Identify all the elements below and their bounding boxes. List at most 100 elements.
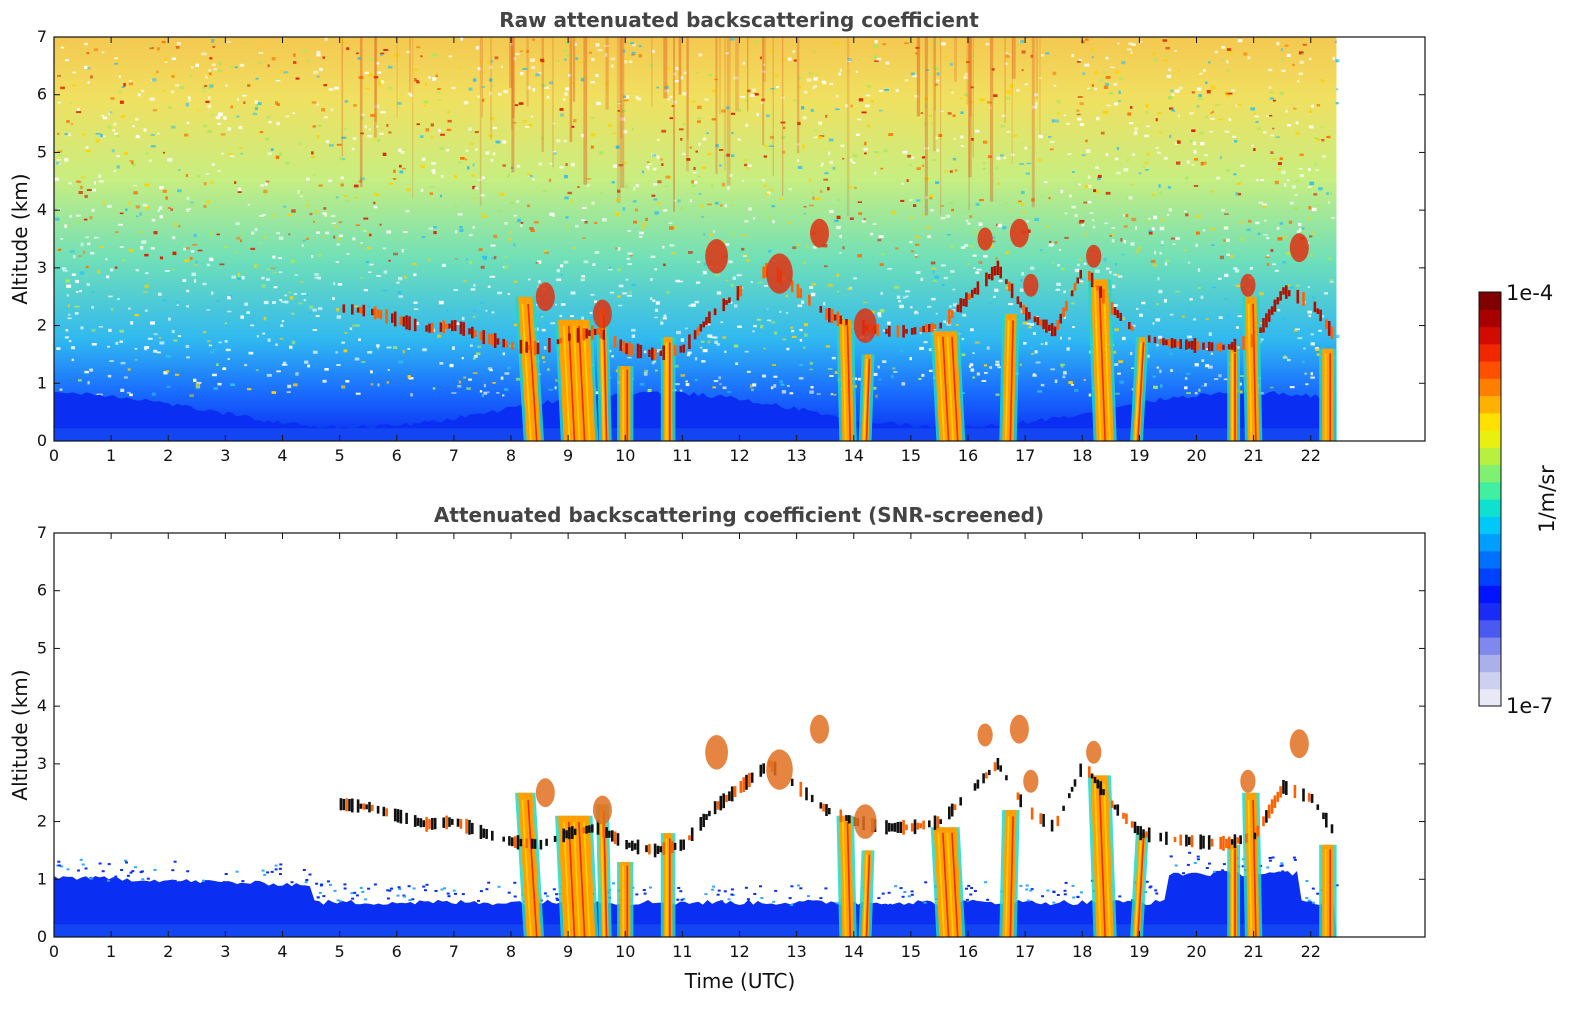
x-tick-label: 8	[506, 942, 516, 961]
noise-pixel	[1269, 91, 1273, 94]
noise-pixel	[1321, 139, 1325, 142]
y-axis-label-screened: Altitude (km)	[8, 669, 32, 800]
noise-pixel	[1218, 316, 1223, 319]
noise-pixel	[1045, 52, 1050, 55]
noise-pixel	[179, 86, 185, 89]
noise-pixel	[873, 55, 878, 59]
noise-pixel	[1205, 81, 1208, 84]
noise-pixel	[1313, 137, 1318, 139]
noise-pixel	[83, 42, 89, 46]
noise-pixel	[489, 275, 494, 278]
x-tick-label: 0	[49, 942, 59, 961]
noise-pixel	[287, 214, 292, 216]
noise-pixel	[278, 236, 284, 240]
noise-pixel	[364, 125, 367, 129]
noise-pixel	[360, 177, 365, 181]
noise-pixel	[374, 39, 379, 42]
noise-pixel	[472, 185, 476, 190]
boundary-layer-fringe	[1305, 897, 1309, 899]
noise-pixel	[1144, 169, 1149, 171]
noise-pixel	[1228, 92, 1233, 95]
noise-pixel	[184, 259, 189, 262]
noise-pixel	[892, 367, 896, 370]
noise-pixel	[846, 58, 852, 61]
noise-pixel	[549, 212, 555, 216]
noise-pixel	[137, 93, 141, 97]
noise-pixel	[110, 307, 114, 312]
cloud-segment	[419, 818, 423, 828]
noise-pixel	[1146, 152, 1150, 156]
noise-pixel	[873, 44, 879, 48]
noise-pixel	[1292, 63, 1295, 67]
noise-pixel	[235, 66, 238, 69]
plot-frame-raw	[53, 36, 1426, 442]
boundary-layer-fringe	[461, 893, 465, 896]
noise-pixel	[457, 385, 462, 388]
noise-pixel	[853, 277, 857, 280]
cloud-blob	[592, 299, 612, 329]
noise-pixel	[953, 138, 957, 140]
noise-pixel	[672, 100, 677, 104]
noise-pixel	[370, 114, 375, 117]
cloud-segment	[648, 349, 651, 357]
noise-pixel	[1031, 198, 1035, 202]
cloud-segment	[1130, 821, 1134, 828]
noise-pixel	[165, 196, 168, 200]
cloud-segment	[1016, 792, 1020, 800]
noise-pixel	[595, 74, 599, 78]
noise-pixel	[927, 305, 932, 308]
noise-pixel	[680, 338, 684, 342]
boundary-layer-fringe	[746, 898, 750, 901]
noise-pixel	[799, 338, 803, 342]
noise-pixel	[865, 238, 868, 241]
noise-pixel	[1285, 109, 1288, 113]
rain-shaft	[1242, 296, 1263, 442]
noise-pixel	[1198, 96, 1203, 100]
noise-pixel	[934, 275, 939, 279]
noise-pixel	[910, 72, 915, 76]
noise-pixel	[873, 386, 877, 390]
noise-pixel	[302, 49, 307, 53]
noise-pixel	[275, 343, 278, 346]
noise-pixel	[300, 195, 303, 198]
noise-pixel	[813, 136, 818, 139]
boundary-layer-fringe	[1148, 886, 1152, 889]
colorbar-cell	[1479, 361, 1501, 379]
noise-pixel	[1272, 158, 1277, 161]
noise-pixel	[152, 78, 157, 82]
rain-shaft-body	[933, 827, 963, 937]
noise-pixel	[165, 370, 170, 373]
noise-pixel	[360, 132, 364, 135]
cloud-segment	[616, 833, 620, 846]
cloud-segment	[819, 306, 823, 313]
noise-pixel	[969, 215, 973, 219]
noise-pixel	[969, 363, 974, 367]
cloud-segment	[1285, 781, 1288, 795]
noise-pixel	[284, 294, 287, 297]
noise-pixel	[473, 354, 478, 358]
noise-pixel	[697, 175, 700, 178]
cloud-segment	[1193, 338, 1197, 353]
rain-shaft	[1242, 792, 1263, 938]
noise-pixel	[1287, 124, 1291, 127]
noise-pixel	[1173, 110, 1176, 112]
noise-pixel	[715, 144, 719, 148]
noise-pixel	[305, 204, 310, 207]
cloud-segment	[1125, 813, 1128, 824]
cloud-segment	[468, 328, 471, 335]
cloud-segment	[442, 817, 445, 828]
noise-pixel	[167, 158, 173, 162]
boundary-layer-fringe	[973, 890, 977, 892]
noise-pixel	[398, 148, 402, 152]
noise-pixel	[802, 144, 805, 149]
cloud-segment	[588, 825, 591, 833]
noise-pixel	[544, 249, 547, 253]
noise-pixel	[354, 357, 360, 361]
noise-pixel	[337, 283, 343, 286]
noise-pixel	[467, 127, 472, 131]
cloud-segment	[1167, 339, 1171, 347]
cloud-blob	[535, 778, 555, 808]
noise-pixel	[1172, 243, 1176, 245]
noise-streak	[989, 37, 994, 202]
cloud-segment	[1276, 297, 1280, 305]
